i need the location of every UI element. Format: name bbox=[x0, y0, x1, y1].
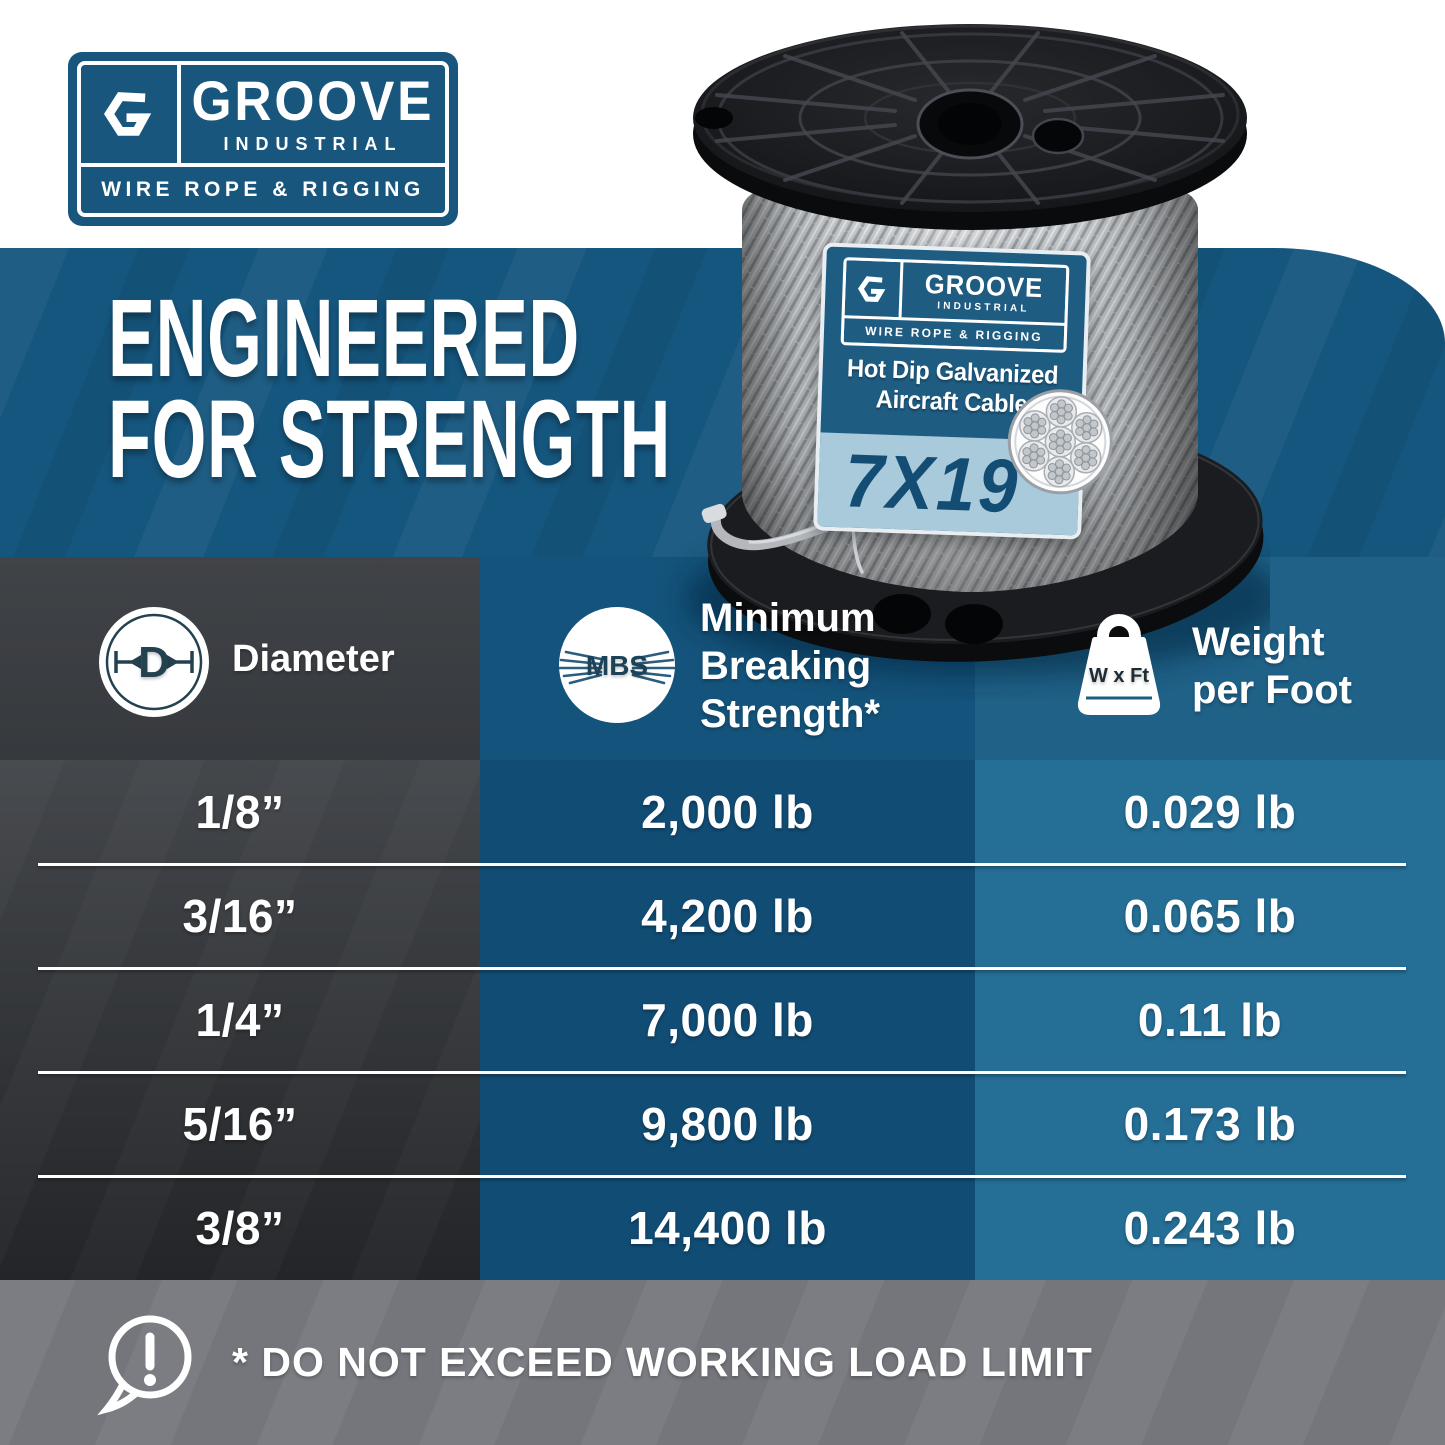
row4-weight: 0.173 lb bbox=[1123, 1098, 1297, 1150]
diameter-icon-letter: D bbox=[138, 638, 170, 687]
cable-cross-section-icon bbox=[1007, 389, 1113, 495]
logo-g-icon bbox=[81, 65, 177, 163]
row2-diameter: 3/16” bbox=[182, 890, 298, 942]
header-mbs-line1: Minimum bbox=[700, 596, 876, 640]
flange-rim-hole bbox=[695, 107, 733, 129]
row1-diameter: 1/8” bbox=[195, 786, 285, 838]
groove-g-icon bbox=[104, 92, 152, 136]
spool-top-flange bbox=[693, 24, 1247, 230]
row4-diameter: 5/16” bbox=[182, 1098, 298, 1150]
warning-bubble-icon bbox=[97, 1315, 192, 1415]
header-mbs-line3: Strength* bbox=[700, 692, 880, 736]
row2-mbs: 4,200 lb bbox=[641, 890, 814, 942]
spec-table-rows: 1/8” 2,000 lb 0.029 lb 3/16” 4,200 lb 0.… bbox=[0, 760, 1445, 1280]
row-divider bbox=[38, 967, 1406, 970]
label-g-icon bbox=[844, 260, 901, 318]
weight-column-bg bbox=[975, 760, 1445, 1280]
row1-weight: 0.029 lb bbox=[1123, 786, 1297, 838]
groove-g-icon bbox=[858, 275, 886, 302]
row3-diameter: 1/4” bbox=[195, 994, 285, 1046]
logo-tagline: WIRE ROPE & RIGGING bbox=[81, 167, 445, 213]
hero-heading-line1: ENGINEERED bbox=[108, 277, 580, 400]
label-wordmark: GROOVE INDUSTRIAL bbox=[901, 262, 1067, 323]
weight-icon-text: W x Ft bbox=[1089, 665, 1149, 687]
diameter-column-bg bbox=[0, 760, 480, 1280]
row3-weight: 0.11 lb bbox=[1137, 994, 1283, 1046]
mbs-column-bg bbox=[480, 760, 975, 1280]
header-mbs-label: Minimum Breaking Strength* bbox=[700, 594, 880, 738]
header-diameter-label: Diameter bbox=[232, 638, 395, 680]
row5-mbs: 14,400 lb bbox=[628, 1202, 827, 1254]
header-weight-label: Weight per Foot bbox=[1192, 618, 1352, 714]
header-weight-line1: Weight bbox=[1192, 620, 1325, 664]
label-tagline-cell: WIRE ROPE & RIGGING bbox=[843, 318, 1065, 350]
row5-weight: 0.243 lb bbox=[1123, 1202, 1297, 1254]
row-divider bbox=[38, 863, 1406, 866]
weight-icon: W x Ft bbox=[1077, 614, 1161, 715]
spec-table: 1/8” 2,000 lb 0.029 lb 3/16” 4,200 lb 0.… bbox=[0, 760, 1445, 1280]
row5-diameter: 3/8” bbox=[195, 1202, 285, 1254]
spool-side-hole bbox=[1031, 117, 1085, 155]
row-divider bbox=[38, 1071, 1406, 1074]
hero-heading-line2: FOR STRENGTH bbox=[108, 378, 672, 501]
row-divider bbox=[38, 1175, 1406, 1178]
logo-division: INDUSTRIAL bbox=[223, 134, 403, 154]
hero-heading: ENGINEERED FOR STRENGTH bbox=[108, 277, 672, 501]
label-construction-code: 7X19 bbox=[843, 438, 1022, 529]
logo-wordmark: GROOVE INDUSTRIAL bbox=[181, 65, 445, 163]
flange-hole-left bbox=[873, 594, 931, 634]
row1-mbs: 2,000 lb bbox=[641, 786, 814, 838]
spool-product-label: GROOVE INDUSTRIAL WIRE ROPE & RIGGING Ho… bbox=[813, 242, 1113, 540]
label-brand-name: GROOVE bbox=[924, 268, 1044, 303]
header-mbs-line2: Breaking bbox=[700, 644, 872, 688]
header-weight-line2: per Foot bbox=[1192, 668, 1352, 712]
label-division: INDUSTRIAL bbox=[937, 299, 1030, 315]
row2-weight: 0.065 lb bbox=[1123, 890, 1297, 942]
mbs-icon-text: MBS bbox=[586, 650, 648, 681]
row4-mbs: 9,800 lb bbox=[641, 1098, 814, 1150]
row3-mbs: 7,000 lb bbox=[641, 994, 814, 1046]
brand-logo-frame: GROOVE INDUSTRIAL WIRE ROPE & RIGGING bbox=[77, 61, 449, 217]
mbs-icon: MBS bbox=[558, 607, 676, 723]
logo-brand-name: GROOVE bbox=[191, 69, 435, 132]
label-brand-logo: GROOVE INDUSTRIAL WIRE ROPE & RIGGING bbox=[840, 257, 1070, 353]
footer-disclaimer-bar: * DO NOT EXCEED WORKING LOAD LIMIT bbox=[0, 1280, 1445, 1445]
label-tagline: WIRE ROPE & RIGGING bbox=[864, 323, 1044, 345]
header-diameter-bg bbox=[0, 557, 480, 760]
flange-ribs bbox=[715, 31, 1225, 205]
flange-hole-right bbox=[945, 604, 1003, 644]
brand-logo: GROOVE INDUSTRIAL WIRE ROPE & RIGGING bbox=[68, 52, 458, 226]
disclaimer-text: * DO NOT EXCEED WORKING LOAD LIMIT bbox=[232, 1339, 1093, 1385]
diameter-icon: D bbox=[99, 607, 209, 717]
